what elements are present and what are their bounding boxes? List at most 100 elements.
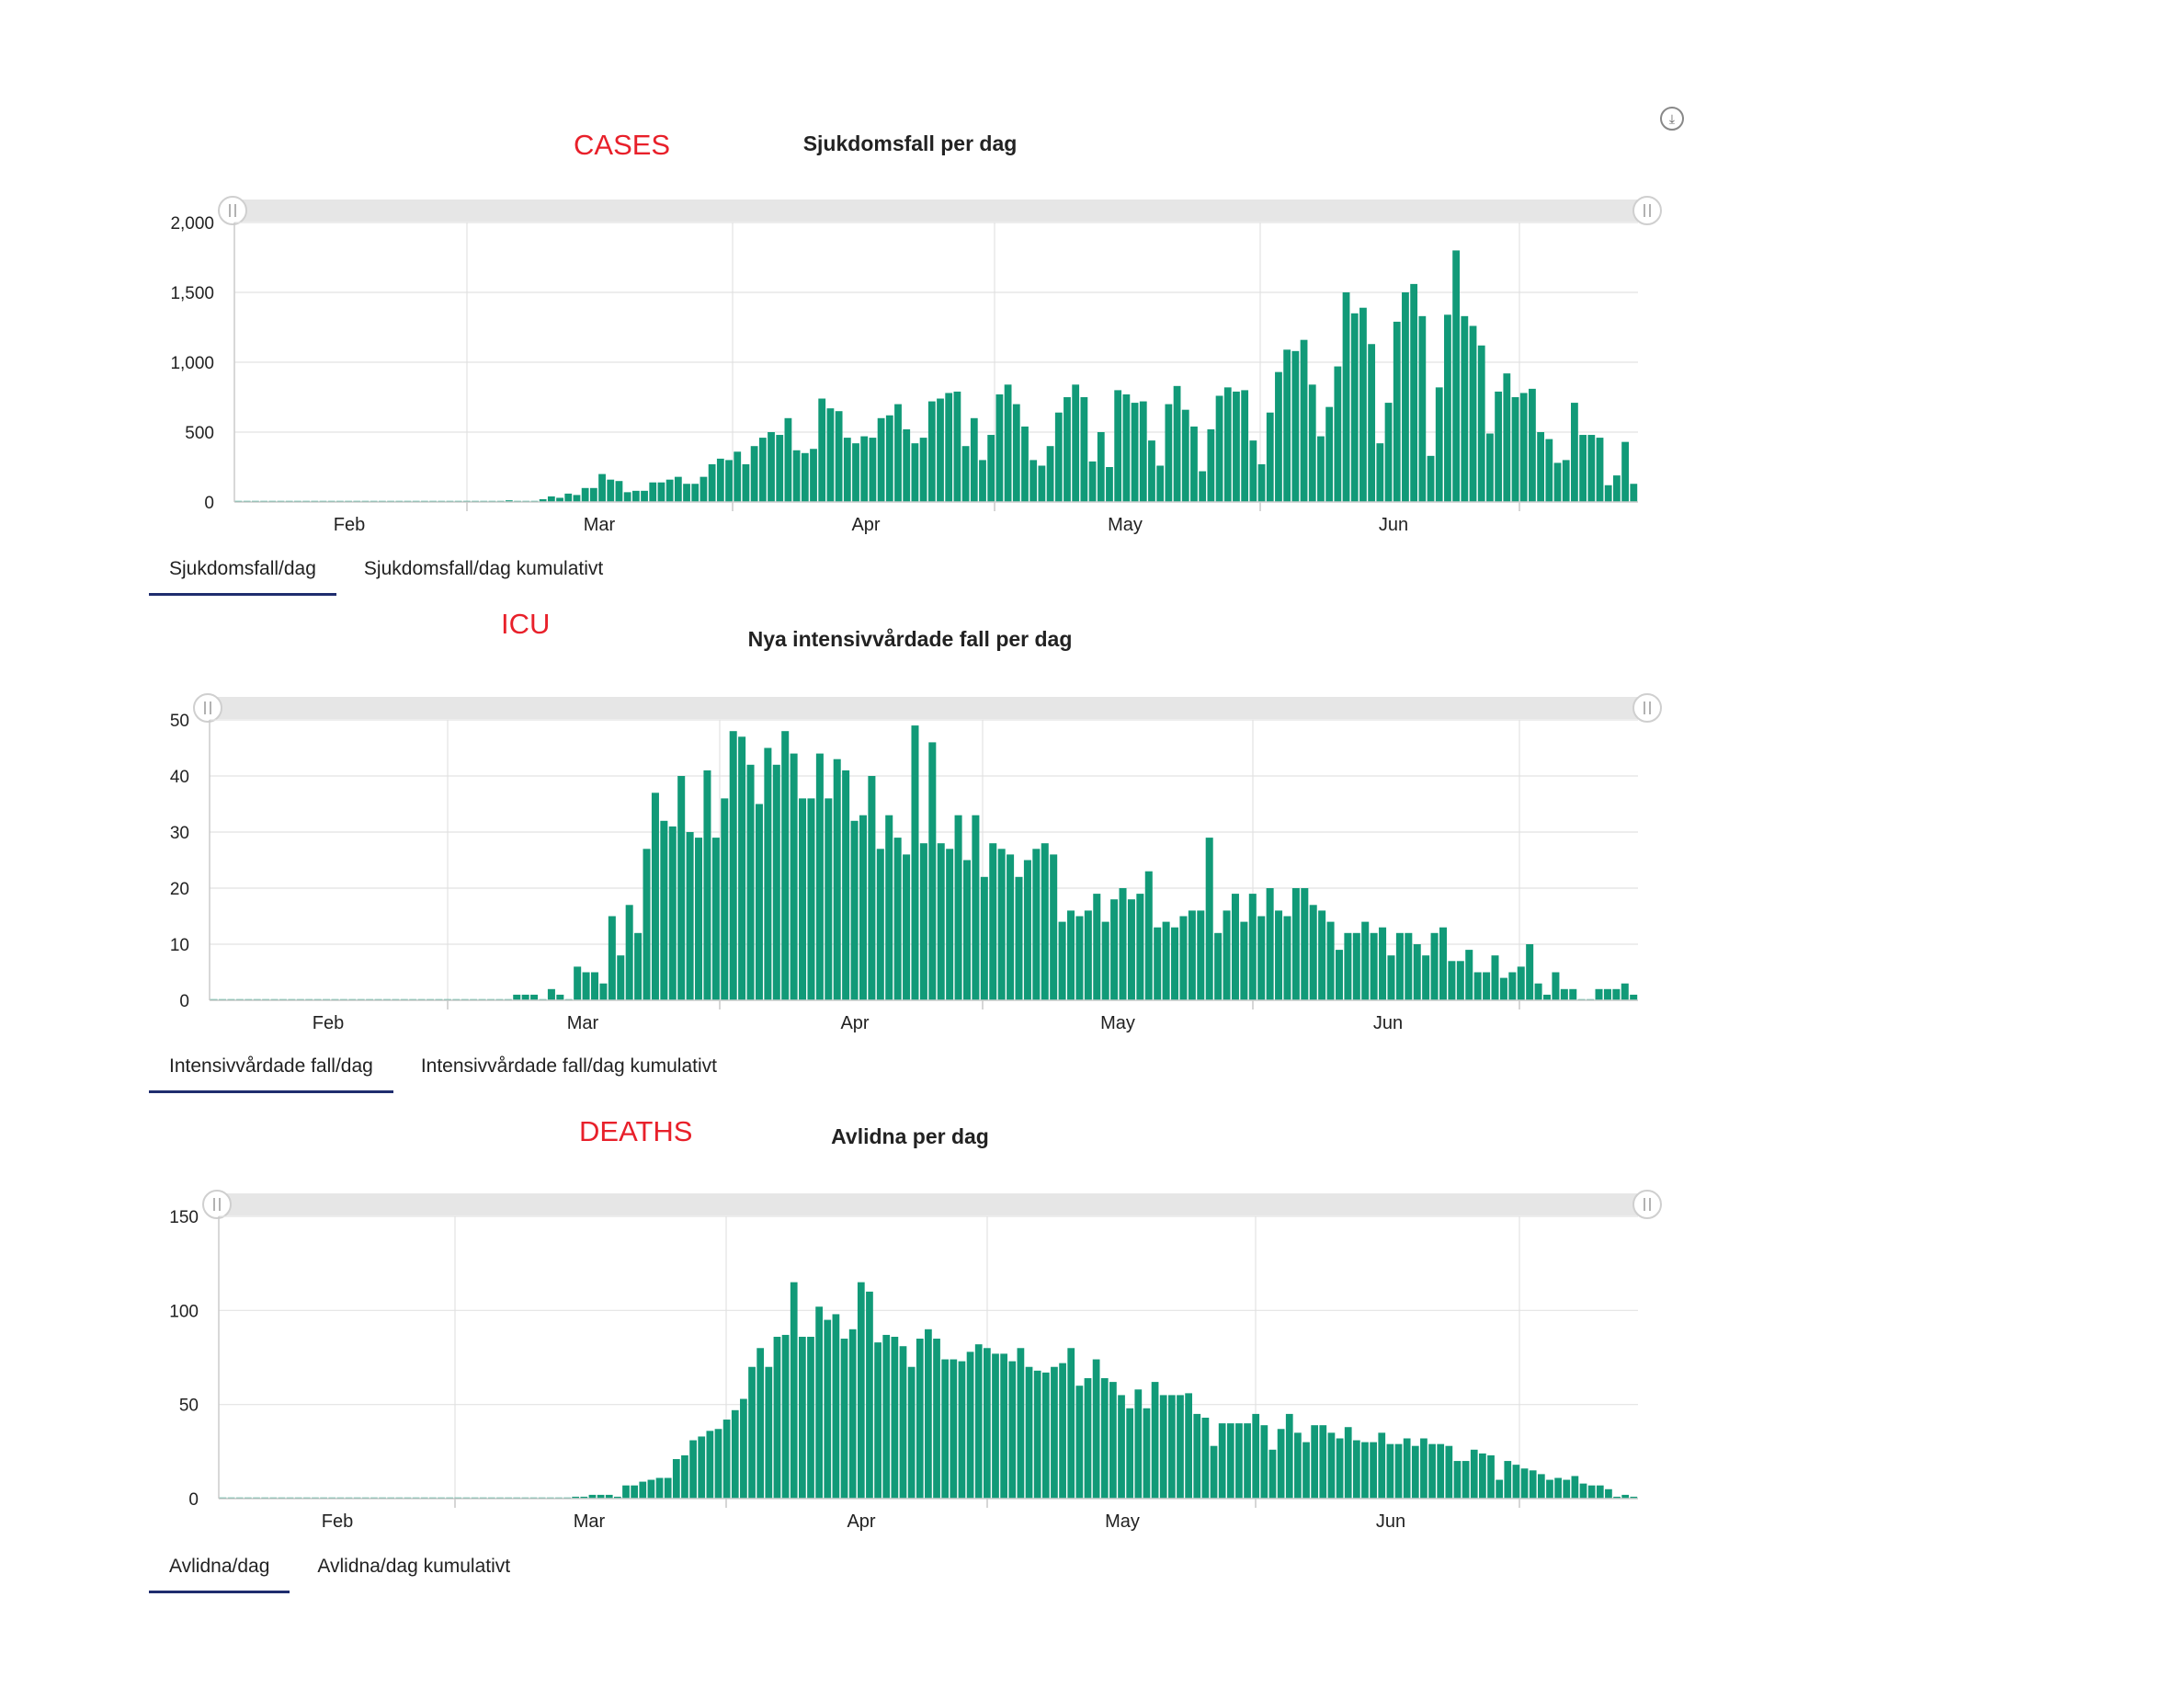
bar[interactable] bbox=[478, 998, 486, 1000]
bar[interactable] bbox=[1257, 916, 1266, 1001]
bar[interactable] bbox=[336, 500, 344, 502]
bar[interactable] bbox=[1445, 1445, 1453, 1499]
bar[interactable] bbox=[1231, 894, 1239, 1000]
bar[interactable] bbox=[689, 1440, 697, 1499]
bar[interactable] bbox=[1595, 988, 1603, 1000]
bar[interactable] bbox=[513, 994, 521, 1000]
range-handle-left[interactable] bbox=[218, 196, 247, 225]
bar[interactable] bbox=[1596, 1485, 1604, 1499]
bar[interactable] bbox=[378, 500, 386, 502]
bar[interactable] bbox=[312, 1497, 319, 1499]
bar[interactable] bbox=[1577, 998, 1586, 1000]
bar[interactable] bbox=[1491, 955, 1499, 1000]
range-navigator[interactable] bbox=[200, 697, 1656, 719]
bar[interactable] bbox=[1603, 988, 1611, 1000]
bar[interactable] bbox=[245, 1497, 252, 1499]
bar[interactable] bbox=[1452, 250, 1461, 502]
bar[interactable] bbox=[1405, 932, 1413, 1000]
bar[interactable] bbox=[480, 500, 488, 502]
bar[interactable] bbox=[1562, 460, 1570, 502]
bar[interactable] bbox=[1569, 988, 1577, 1000]
bar[interactable] bbox=[1038, 465, 1046, 502]
bar[interactable] bbox=[874, 1342, 882, 1499]
bar[interactable] bbox=[327, 500, 336, 502]
bar[interactable] bbox=[1218, 1423, 1226, 1499]
bar[interactable] bbox=[470, 998, 478, 1000]
bar[interactable] bbox=[807, 1336, 814, 1499]
bar[interactable] bbox=[1552, 972, 1560, 1001]
bar[interactable] bbox=[404, 500, 412, 502]
bar[interactable] bbox=[1378, 1432, 1386, 1499]
bar[interactable] bbox=[1317, 436, 1325, 502]
bar[interactable] bbox=[725, 460, 733, 502]
bar[interactable] bbox=[479, 1497, 487, 1499]
bar[interactable] bbox=[1159, 1395, 1167, 1499]
bar[interactable] bbox=[1277, 1429, 1285, 1499]
bar[interactable] bbox=[792, 450, 801, 502]
bar[interactable] bbox=[1453, 1461, 1462, 1499]
bar[interactable] bbox=[1041, 1372, 1050, 1499]
bar[interactable] bbox=[1054, 412, 1063, 502]
bar[interactable] bbox=[1067, 1348, 1075, 1499]
bar[interactable] bbox=[253, 998, 261, 1000]
bar[interactable] bbox=[1402, 292, 1409, 502]
bar[interactable] bbox=[746, 764, 755, 1000]
bar[interactable] bbox=[1223, 387, 1232, 502]
bar[interactable] bbox=[446, 1497, 454, 1499]
bar[interactable] bbox=[1285, 1413, 1293, 1499]
bar[interactable] bbox=[649, 482, 657, 502]
bar[interactable] bbox=[748, 1366, 756, 1499]
bar[interactable] bbox=[253, 1497, 260, 1499]
bar[interactable] bbox=[711, 838, 720, 1000]
bar[interactable] bbox=[919, 438, 927, 502]
bar[interactable] bbox=[607, 479, 615, 502]
bar[interactable] bbox=[1059, 1363, 1066, 1499]
bar[interactable] bbox=[695, 838, 703, 1000]
bar[interactable] bbox=[824, 1319, 832, 1499]
bar[interactable] bbox=[765, 1366, 773, 1499]
bar[interactable] bbox=[740, 1398, 747, 1499]
bar[interactable] bbox=[1275, 910, 1283, 1000]
bar[interactable] bbox=[1000, 1353, 1007, 1499]
bar[interactable] bbox=[505, 1497, 512, 1499]
bar[interactable] bbox=[522, 500, 530, 502]
bar[interactable] bbox=[580, 1496, 588, 1499]
bar[interactable] bbox=[738, 736, 746, 1000]
bar[interactable] bbox=[756, 1348, 765, 1499]
bar[interactable] bbox=[556, 497, 563, 502]
bar[interactable] bbox=[1235, 1423, 1243, 1499]
bar[interactable] bbox=[1097, 432, 1105, 502]
bar[interactable] bbox=[438, 1497, 445, 1499]
bar[interactable] bbox=[608, 916, 616, 1001]
bar[interactable] bbox=[615, 481, 623, 502]
bar[interactable] bbox=[818, 398, 826, 502]
bar[interactable] bbox=[331, 998, 339, 1000]
bar[interactable] bbox=[1268, 1449, 1277, 1499]
bar[interactable] bbox=[598, 473, 606, 502]
bar[interactable] bbox=[370, 500, 378, 502]
bar[interactable] bbox=[435, 998, 443, 1000]
bar[interactable] bbox=[370, 1497, 378, 1499]
bar[interactable] bbox=[293, 500, 301, 502]
bar[interactable] bbox=[1604, 485, 1612, 502]
bar[interactable] bbox=[1119, 888, 1127, 1000]
tab-cumulative[interactable]: Avlidna/dag kumulativt bbox=[317, 1556, 511, 1577]
bar[interactable] bbox=[452, 998, 461, 1000]
bar[interactable] bbox=[353, 1497, 361, 1499]
bar[interactable] bbox=[882, 1334, 891, 1499]
bar[interactable] bbox=[1587, 998, 1595, 1000]
bar[interactable] bbox=[750, 446, 758, 502]
bar[interactable] bbox=[617, 955, 625, 1000]
bar[interactable] bbox=[443, 998, 451, 1000]
bar[interactable] bbox=[1032, 849, 1041, 1000]
bar[interactable] bbox=[1148, 440, 1155, 502]
bar[interactable] bbox=[1384, 403, 1393, 502]
bar[interactable] bbox=[1050, 854, 1058, 1000]
bar[interactable] bbox=[529, 1497, 538, 1499]
bar[interactable] bbox=[345, 1497, 353, 1499]
bar[interactable] bbox=[893, 838, 902, 1000]
bar[interactable] bbox=[379, 1497, 386, 1499]
bar[interactable] bbox=[546, 1497, 554, 1499]
bar[interactable] bbox=[1144, 871, 1153, 1000]
bar[interactable] bbox=[992, 1353, 999, 1499]
